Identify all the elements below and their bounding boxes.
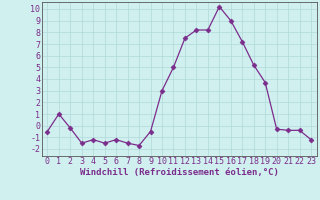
X-axis label: Windchill (Refroidissement éolien,°C): Windchill (Refroidissement éolien,°C): [80, 168, 279, 177]
